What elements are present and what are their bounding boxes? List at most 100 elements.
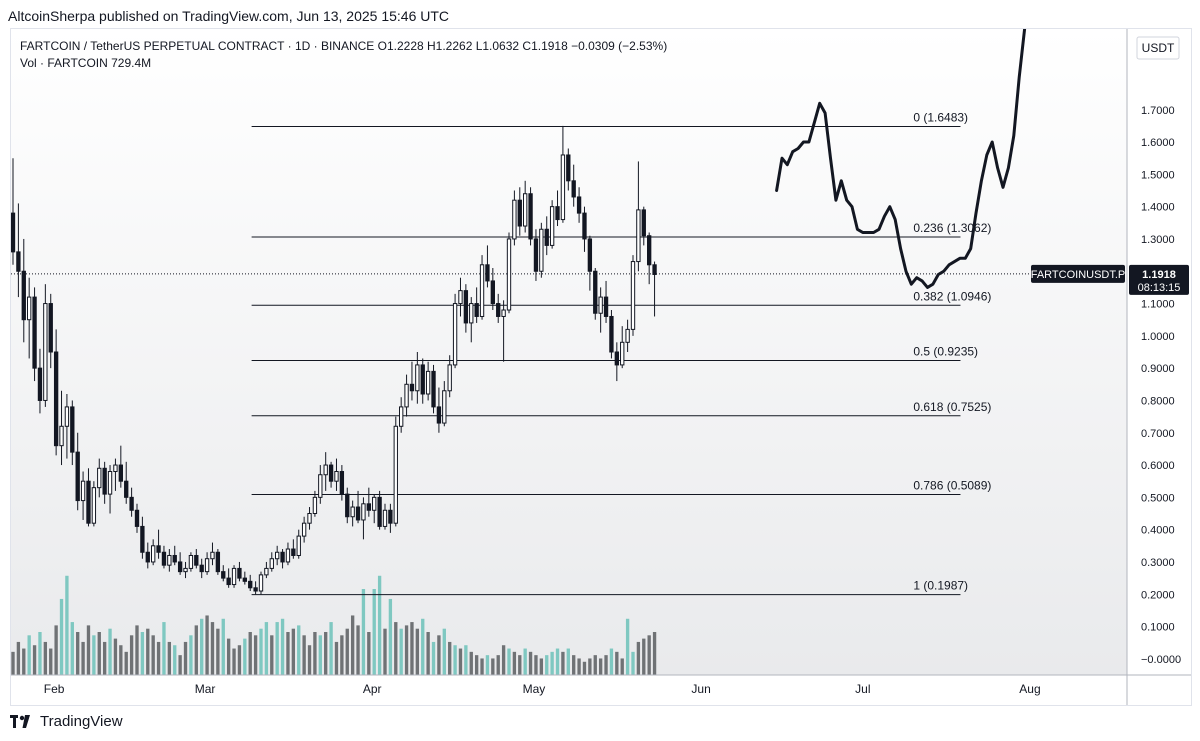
volume-bar [631,651,635,675]
volume-bar [49,648,53,675]
x-tick-label: Jun [691,682,710,696]
volume-bar [243,638,247,675]
candle-body [388,509,393,524]
volume-bar [593,655,597,675]
volume-bar [86,625,91,675]
volume-bar [442,628,446,675]
candle-body [361,503,366,521]
candle-body [167,554,172,566]
footer: TradingView [10,713,123,730]
volume-bar [625,618,630,675]
volume-bar [232,648,236,675]
volume-bar [566,648,570,675]
volume-bar [448,641,452,675]
volume-bar [469,651,473,675]
candle-body [328,464,334,482]
fib-level-label: 0.236 (1.3062) [913,221,991,235]
volume-bar [291,628,296,675]
volume-bar [38,632,42,675]
volume-bar [620,658,624,675]
candle-body [463,290,469,324]
candle-body [145,551,150,563]
volume-bar [167,641,172,675]
time-axis-area [11,675,1191,705]
volume-bar [129,635,134,675]
candlestick-chart[interactable]: 0 (1.6483) 0.236 (1.3062) 0.382 (1.0946) 0.… [11,29,1191,705]
y-tick-label: 1.7000 [1141,105,1175,117]
volume-bar [539,658,544,675]
volume-bar [194,625,198,675]
volume-bar [426,632,430,675]
candle-body [199,564,204,573]
candle-body [43,303,48,401]
volume-bar [275,622,279,675]
candle-body [140,525,145,553]
chart-frame: 0 (1.6483) 0.236 (1.3062) 0.382 (1.0946) 0.… [10,28,1192,706]
candle-body [366,503,371,511]
y-tick-label: 1.0000 [1141,331,1175,343]
candle-body [485,264,490,282]
candle-body [107,471,113,495]
candle-body [53,351,59,447]
candle-body [134,509,140,527]
footer-brand[interactable]: TradingView [40,713,123,730]
volume-bar [237,645,242,675]
volume-bar [453,645,457,675]
volume-bar [372,589,376,675]
y-tick-label: 1.4000 [1141,202,1175,214]
price-axis-area [1127,29,1191,705]
volume-bar [512,651,517,675]
candle-body [75,451,80,502]
candle-body [372,496,377,511]
volume-bar [496,655,500,675]
volume-bar [146,628,150,675]
volume-bar [582,661,587,675]
y-tick-label: 0.4000 [1141,525,1175,537]
volume-bar [205,615,209,675]
candle-body [210,551,215,560]
volume-bar [286,632,290,675]
volume-bar [108,628,112,675]
fib-level-label: 0.382 (1.0946) [913,289,991,303]
fib-level-label: 0.618 (0.7525) [913,400,991,414]
candle-body [318,474,323,498]
y-tick-label: 0.3000 [1141,557,1175,569]
volume-bar [151,635,155,675]
volume-bar [210,622,215,675]
volume-bar [102,641,107,675]
candle-body [506,238,512,311]
volume-bar [458,648,463,675]
candle-body [458,290,463,305]
candle-body [204,558,210,573]
volume-bar [652,632,657,675]
volume-bar [431,641,436,675]
currency-label: USDT [1142,41,1175,55]
volume-bar [507,648,511,675]
candle-body [641,209,646,237]
candle-body [544,228,549,246]
y-tick-label: 1.6000 [1141,137,1175,149]
candle-body [447,364,452,392]
y-tick-label: 0.8000 [1141,395,1175,407]
candle-body [27,296,32,321]
volume-bar [636,641,641,675]
candle-body [539,228,544,272]
candle-body [393,425,398,524]
candle-body [609,315,614,353]
candle-body [566,154,571,182]
candle-body [291,548,296,556]
x-tick-label: Feb [44,682,65,696]
volume-bar [340,635,344,675]
candle-body [571,180,576,198]
volume-bar [518,655,522,675]
candle-body [118,464,123,482]
volume-bar [415,628,420,675]
currency-button [1136,36,1180,60]
volume-bar [555,648,560,675]
volume-bar [162,622,166,675]
legend-volume: Vol · FARTCOIN 729.4M [20,56,152,70]
candle-body [399,406,404,427]
candle-body [16,251,21,272]
candle-body [404,383,409,408]
candle-body [242,577,247,582]
